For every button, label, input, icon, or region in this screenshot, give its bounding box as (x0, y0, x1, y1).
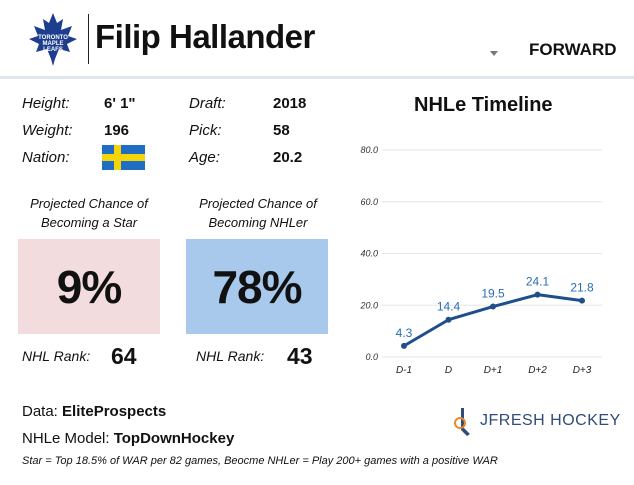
nhle-model: NHLe Model: TopDownHockey (22, 430, 234, 447)
footnote: Star = Top 18.5% of WAR per 82 games, Be… (22, 455, 498, 467)
weight-value: 196 (104, 122, 130, 139)
title-divider (88, 14, 89, 64)
nhler-caption-line2: Becoming NHLer (208, 215, 308, 230)
pick-label: Pick: (189, 122, 222, 139)
y-tick-label: 40.0 (360, 249, 378, 259)
data-point (401, 342, 407, 349)
star-rank-label: NHL Rank: (22, 348, 91, 364)
sweden-flag-icon (102, 145, 145, 170)
y-tick-label: 80.0 (360, 145, 378, 155)
height-label: Height: (22, 95, 70, 112)
svg-text:LEAFS: LEAFS (43, 47, 63, 53)
nhler-chance-box: 78% (186, 239, 328, 334)
player-name: Filip Hallander (95, 18, 315, 55)
data-point (579, 297, 585, 304)
x-tick-label: D (445, 365, 452, 376)
nhler-caption-line1: Projected Chance of (199, 196, 317, 211)
data-source: Data: EliteProspects (22, 403, 166, 420)
x-tick-label: D+1 (484, 365, 503, 376)
data-source-label: Data: (22, 403, 58, 420)
star-chance-box: 9% (18, 239, 160, 334)
x-tick-label: D+3 (573, 365, 592, 376)
nation-label: Nation: (22, 149, 70, 166)
header-divider (0, 76, 634, 79)
x-tick-label: D+2 (528, 365, 547, 376)
player-position: FORWARD (529, 40, 617, 59)
data-label: 4.3 (396, 326, 413, 340)
data-point (534, 291, 541, 298)
svg-text:TORONTO: TORONTO (38, 35, 68, 41)
data-source-value: EliteProspects (62, 403, 167, 420)
svg-text:MAPLE: MAPLE (43, 41, 64, 47)
maple-leaf-logo-icon: TORONTO MAPLE LEAFS (29, 13, 77, 66)
star-caption: Projected Chance of Becoming a Star (9, 194, 169, 232)
chevron-down-icon[interactable] (490, 51, 498, 56)
weight-label: Weight: (22, 122, 73, 139)
brand-name: JFRESH HOCKEY (480, 412, 621, 429)
x-tick-label: D-1 (396, 365, 412, 376)
y-tick-label: 60.0 (360, 197, 378, 207)
nhle-model-label: NHLe Model: (22, 430, 110, 447)
draft-value: 2018 (273, 95, 307, 112)
data-point (445, 316, 452, 323)
age-label: Age: (189, 149, 220, 166)
nhle-series-line (403, 293, 583, 348)
chart-title: NHLe Timeline (414, 94, 553, 116)
nhler-caption: Projected Chance of Becoming NHLer (178, 194, 338, 232)
data-label: 24.1 (526, 275, 550, 289)
data-label: 14.4 (437, 300, 461, 314)
age-value: 20.2 (273, 149, 303, 166)
draft-label: Draft: (189, 95, 226, 112)
hockey-stick-logo-icon (454, 408, 470, 436)
data-label: 21.8 (570, 281, 594, 295)
star-caption-line2: Becoming a Star (40, 215, 138, 230)
star-caption-line1: Projected Chance of (30, 196, 148, 211)
height-value: 6' 1" (104, 95, 136, 112)
nhler-rank-value: 43 (287, 343, 313, 369)
nhler-rank-label: NHL Rank: (196, 348, 265, 364)
y-tick-label: 0.0 (365, 352, 378, 362)
data-point (490, 303, 496, 310)
nhle-model-value: TopDownHockey (113, 430, 235, 447)
data-label: 19.5 (481, 287, 505, 301)
pick-value: 58 (273, 122, 290, 139)
nhle-timeline-chart: 0.0 20.0 40.0 60.0 80.0 D-1 D D+1 D+2 D+3 4.3 14.4 1… (359, 145, 602, 376)
y-tick-label: 20.0 (359, 300, 378, 310)
star-rank-value: 64 (111, 343, 137, 369)
